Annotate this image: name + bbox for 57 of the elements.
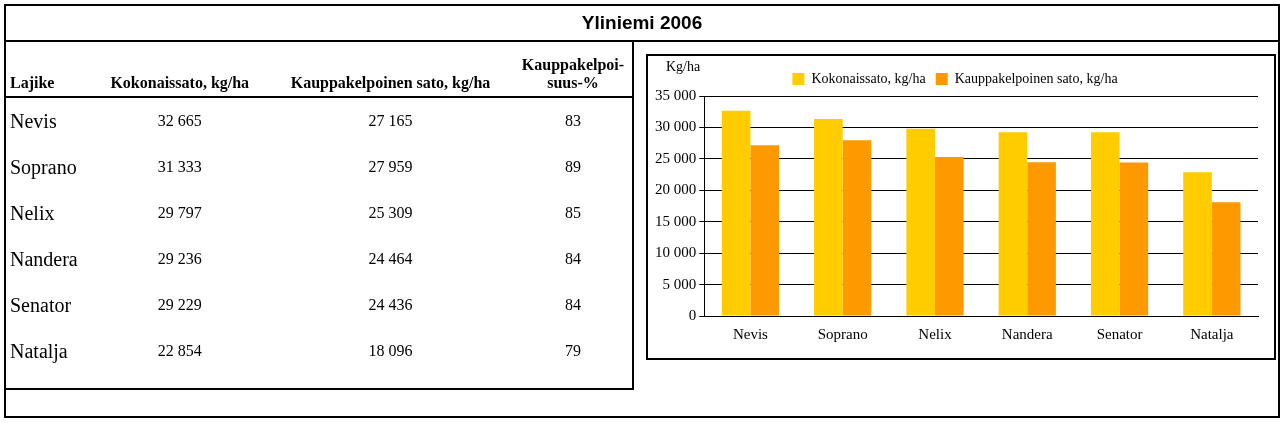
- legend-label: Kokonaissato, kg/ha: [811, 70, 927, 86]
- text: Kauppakelpoi-suus-%: [514, 42, 632, 97]
- y-tick-label: 20 000: [655, 181, 697, 198]
- bar: [842, 140, 872, 316]
- y-tick-label: 0: [688, 306, 697, 323]
- bar: [1027, 162, 1056, 316]
- y-tick-label: 35 000: [655, 86, 697, 103]
- bar: [934, 156, 964, 316]
- text: Kokonaissato, kg/ha: [92, 42, 268, 97]
- y-tick-label: 10 000: [655, 244, 697, 261]
- data-label: 29 797: [156, 203, 203, 223]
- y-axis-title: Kg/ha: [666, 58, 701, 74]
- data-label: 84: [564, 249, 582, 269]
- bar: [814, 119, 843, 316]
- bar: [1119, 162, 1149, 316]
- x-tick-label: Senator: [1096, 325, 1143, 342]
- category-label: Nevis: [9, 108, 58, 134]
- bar: [750, 145, 780, 316]
- data-label: 89: [564, 157, 582, 177]
- bar: [721, 110, 751, 316]
- y-tick-label: 30 000: [655, 118, 697, 135]
- x-tick-label: Nelix: [918, 325, 953, 342]
- category-label: Senator: [9, 292, 73, 318]
- data-label: 83: [564, 111, 582, 131]
- data-label: 29 229: [156, 295, 203, 315]
- data-label: 79: [564, 341, 582, 361]
- data-label: 84: [564, 295, 582, 315]
- bar: [1211, 202, 1241, 316]
- x-tick-label: Natalja: [1190, 325, 1234, 342]
- bar: [1183, 172, 1212, 316]
- text: Lajike: [6, 42, 93, 97]
- data-label: 18 096: [367, 341, 414, 361]
- data-label: 85: [564, 203, 582, 223]
- data-label: 24 464: [367, 249, 414, 269]
- data-label: 22 854: [156, 341, 203, 361]
- x-tick-label: Soprano: [817, 325, 868, 342]
- data-label: 32 665: [156, 111, 203, 131]
- data-label: 24 436: [367, 295, 414, 315]
- category-label: Nelix: [9, 200, 56, 226]
- data-label: 25 309: [367, 203, 414, 223]
- data-label: 29 236: [156, 249, 203, 269]
- data-label: 27 959: [367, 157, 414, 177]
- x-tick-label: Nandera: [1001, 325, 1054, 342]
- legend-label: Kauppakelpoinen sato, kg/ha: [954, 70, 1119, 86]
- bar: [906, 128, 935, 316]
- bar: [998, 132, 1028, 316]
- y-tick-label: 5 000: [662, 275, 697, 292]
- bar: [1090, 132, 1120, 316]
- category-label: Soprano: [9, 154, 78, 181]
- data-label: 31 333: [156, 157, 203, 177]
- text: Yliniemi 2006: [6, 6, 1278, 42]
- y-tick-label: 25 000: [655, 149, 697, 166]
- text: Kauppakelpoinen sato, kg/ha: [267, 42, 514, 97]
- data-label: 27 165: [367, 111, 414, 131]
- y-tick-label: 15 000: [655, 212, 697, 229]
- category-label: Nandera: [9, 246, 79, 272]
- x-tick-label: Nevis: [732, 325, 769, 342]
